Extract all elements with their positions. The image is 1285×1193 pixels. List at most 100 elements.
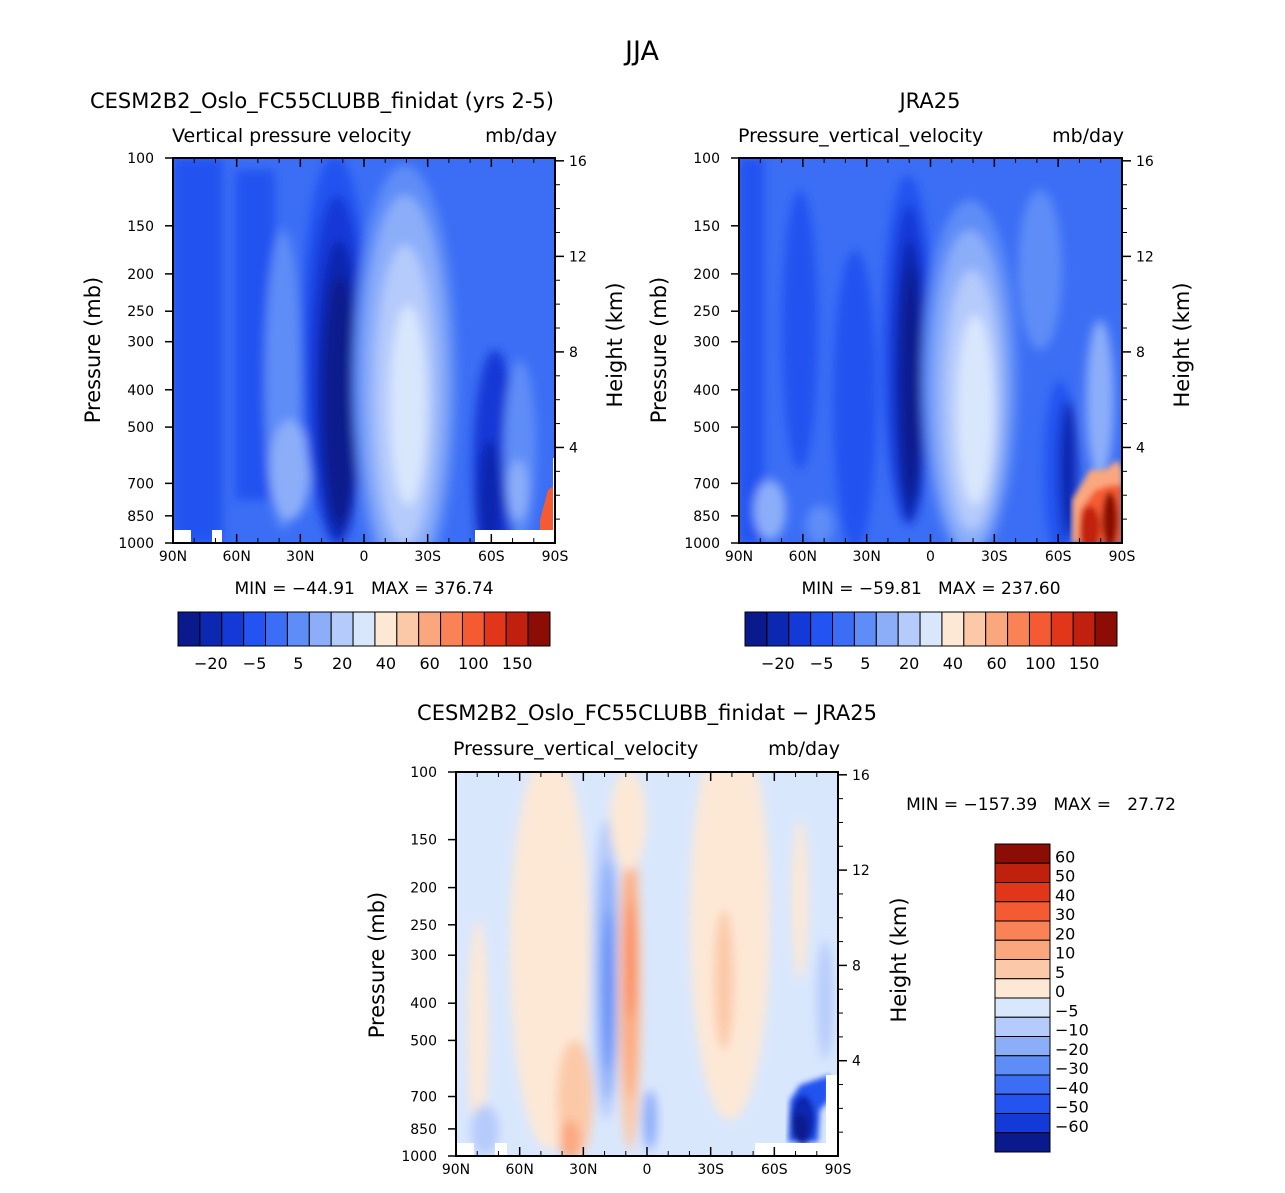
colorbar-label: −5 xyxy=(1055,1001,1079,1020)
y-tick-label: 700 xyxy=(127,476,154,492)
y-tick-label: 150 xyxy=(127,219,154,235)
obs-nh-band-2 xyxy=(782,190,818,470)
diff-equator-positive-core xyxy=(627,900,635,1020)
x-tick-label: 60N xyxy=(506,1162,534,1178)
colorbar-label: 5 xyxy=(860,654,870,673)
obs-nh-pale xyxy=(754,480,786,540)
y-tick-label: 1000 xyxy=(684,536,720,552)
colorbar-label: −30 xyxy=(1055,1059,1089,1078)
colorbar-swatch xyxy=(875,611,899,647)
model-colorbar: −20 −5 5 20 40 60 100 150 xyxy=(177,611,551,673)
y-right-tick-label: 8 xyxy=(569,345,578,361)
obs-antarctic-descent-core-1 xyxy=(1080,506,1100,543)
colorbar-label: 30 xyxy=(1055,905,1075,924)
diff-missing-1 xyxy=(456,1143,474,1156)
x-tick-label: 30S xyxy=(414,549,441,565)
x-tick-label: 0 xyxy=(926,549,935,565)
model-southern-upwelling-core xyxy=(478,440,502,543)
colorbar-swatch xyxy=(440,611,463,647)
x-tick-label: 30N xyxy=(853,549,881,565)
y-tick-label: 400 xyxy=(693,383,720,399)
colorbar-swatch xyxy=(221,611,245,647)
obs-colorbar: −20 −5 5 20 40 60 100 150 xyxy=(744,611,1118,673)
colorbar-swatch xyxy=(788,611,812,647)
colorbar-label: 40 xyxy=(943,654,963,673)
model-missing-1 xyxy=(173,530,191,543)
colorbar-swatch xyxy=(994,882,1051,903)
colorbar-swatch xyxy=(994,1036,1051,1057)
panel-diff-title: CESM2B2_Oslo_FC55CLUBB_finidat − JRA25 xyxy=(417,701,877,726)
colorbar-swatch xyxy=(919,611,943,647)
x-tick-label: 90S xyxy=(1109,549,1136,565)
x-tick-label: 60N xyxy=(223,549,251,565)
colorbar-label: −10 xyxy=(1055,1021,1089,1040)
panel-model-subtitle-left: Vertical pressure velocity xyxy=(172,125,412,147)
y-tick-label: 250 xyxy=(410,918,437,934)
colorbar-swatch xyxy=(330,611,354,647)
diff-subtropic-low-core xyxy=(560,1120,580,1156)
obs-nh-band-3 xyxy=(833,250,877,543)
colorbar-swatch xyxy=(396,611,420,647)
colorbar-swatch xyxy=(994,959,1051,980)
colorbar-swatch xyxy=(418,611,442,647)
x-tick-label: 90N xyxy=(442,1162,470,1178)
colorbar-swatch xyxy=(286,611,310,647)
diff-equator-top xyxy=(610,772,646,870)
colorbar-swatch xyxy=(1072,611,1096,647)
colorbar-swatch xyxy=(243,611,267,647)
y-tick-label: 500 xyxy=(127,420,154,436)
colorbar-swatch xyxy=(994,1113,1051,1134)
y-tick-label: 200 xyxy=(127,267,154,283)
obs-antarctic-descent-core-2 xyxy=(1102,492,1118,543)
colorbar-label: 60 xyxy=(1055,847,1075,866)
model-missing-3 xyxy=(475,530,555,543)
y-tick-label: 250 xyxy=(693,304,720,320)
panel-obs-subtitle-left: Pressure_vertical_velocity xyxy=(738,125,983,147)
colorbar-label: 20 xyxy=(1055,924,1075,943)
colorbar-label: 150 xyxy=(502,654,533,673)
obs-nh-pale-2 xyxy=(806,505,834,543)
y-tick-label: 700 xyxy=(410,1090,437,1106)
colorbar-swatch xyxy=(832,611,855,647)
colorbar-swatch xyxy=(374,611,398,647)
colorbar-label: 100 xyxy=(458,654,489,673)
colorbar-swatch xyxy=(352,611,376,647)
colorbar-swatch xyxy=(994,978,1051,999)
x-tick-label: 60S xyxy=(761,1162,788,1178)
colorbar-swatch xyxy=(1007,611,1030,647)
colorbar-swatch xyxy=(766,611,790,647)
colorbar-swatch xyxy=(994,920,1051,941)
y-tick-label: 150 xyxy=(410,833,437,849)
colorbar-label: 40 xyxy=(1055,886,1075,905)
y-tick-label: 200 xyxy=(693,267,720,283)
y-right-tick-label: 12 xyxy=(852,863,870,879)
colorbar-swatch xyxy=(994,1016,1051,1037)
panel-obs-field xyxy=(739,158,1122,543)
model-antarctic-pale xyxy=(508,460,528,520)
y-tick-label: 1000 xyxy=(401,1149,437,1165)
y-tick-label: 850 xyxy=(693,509,720,525)
colorbar-label: −5 xyxy=(810,654,834,673)
y-tick-label: 250 xyxy=(127,304,154,320)
obs-sh-descent-core xyxy=(957,315,993,505)
y-right-tick-label: 16 xyxy=(1136,154,1154,170)
x-tick-label: 0 xyxy=(643,1162,652,1178)
y-right-tick-label: 12 xyxy=(569,249,587,265)
diff-missing-2 xyxy=(495,1143,507,1156)
diff-min-max: MIN = −157.39 MAX = 27.72 xyxy=(906,795,1176,815)
model-antarctic-descent xyxy=(540,485,555,530)
colorbar-swatch xyxy=(527,611,551,647)
y-right-tick-label: 16 xyxy=(852,768,870,784)
panel-model: CESM2B2_Oslo_FC55CLUBB_finidat (yrs 2-5)… xyxy=(81,89,627,673)
diff-ylabel: Pressure (mb) xyxy=(365,892,389,1039)
x-tick-label: 90N xyxy=(725,549,753,565)
colorbar-label: −20 xyxy=(761,654,795,673)
obs-itcz-core xyxy=(901,265,921,505)
x-tick-label: 90S xyxy=(825,1162,852,1178)
colorbar-swatch xyxy=(744,611,768,647)
colorbar-swatch xyxy=(483,611,507,647)
obs-nh-band xyxy=(739,158,764,543)
y-tick-label: 300 xyxy=(693,335,720,351)
